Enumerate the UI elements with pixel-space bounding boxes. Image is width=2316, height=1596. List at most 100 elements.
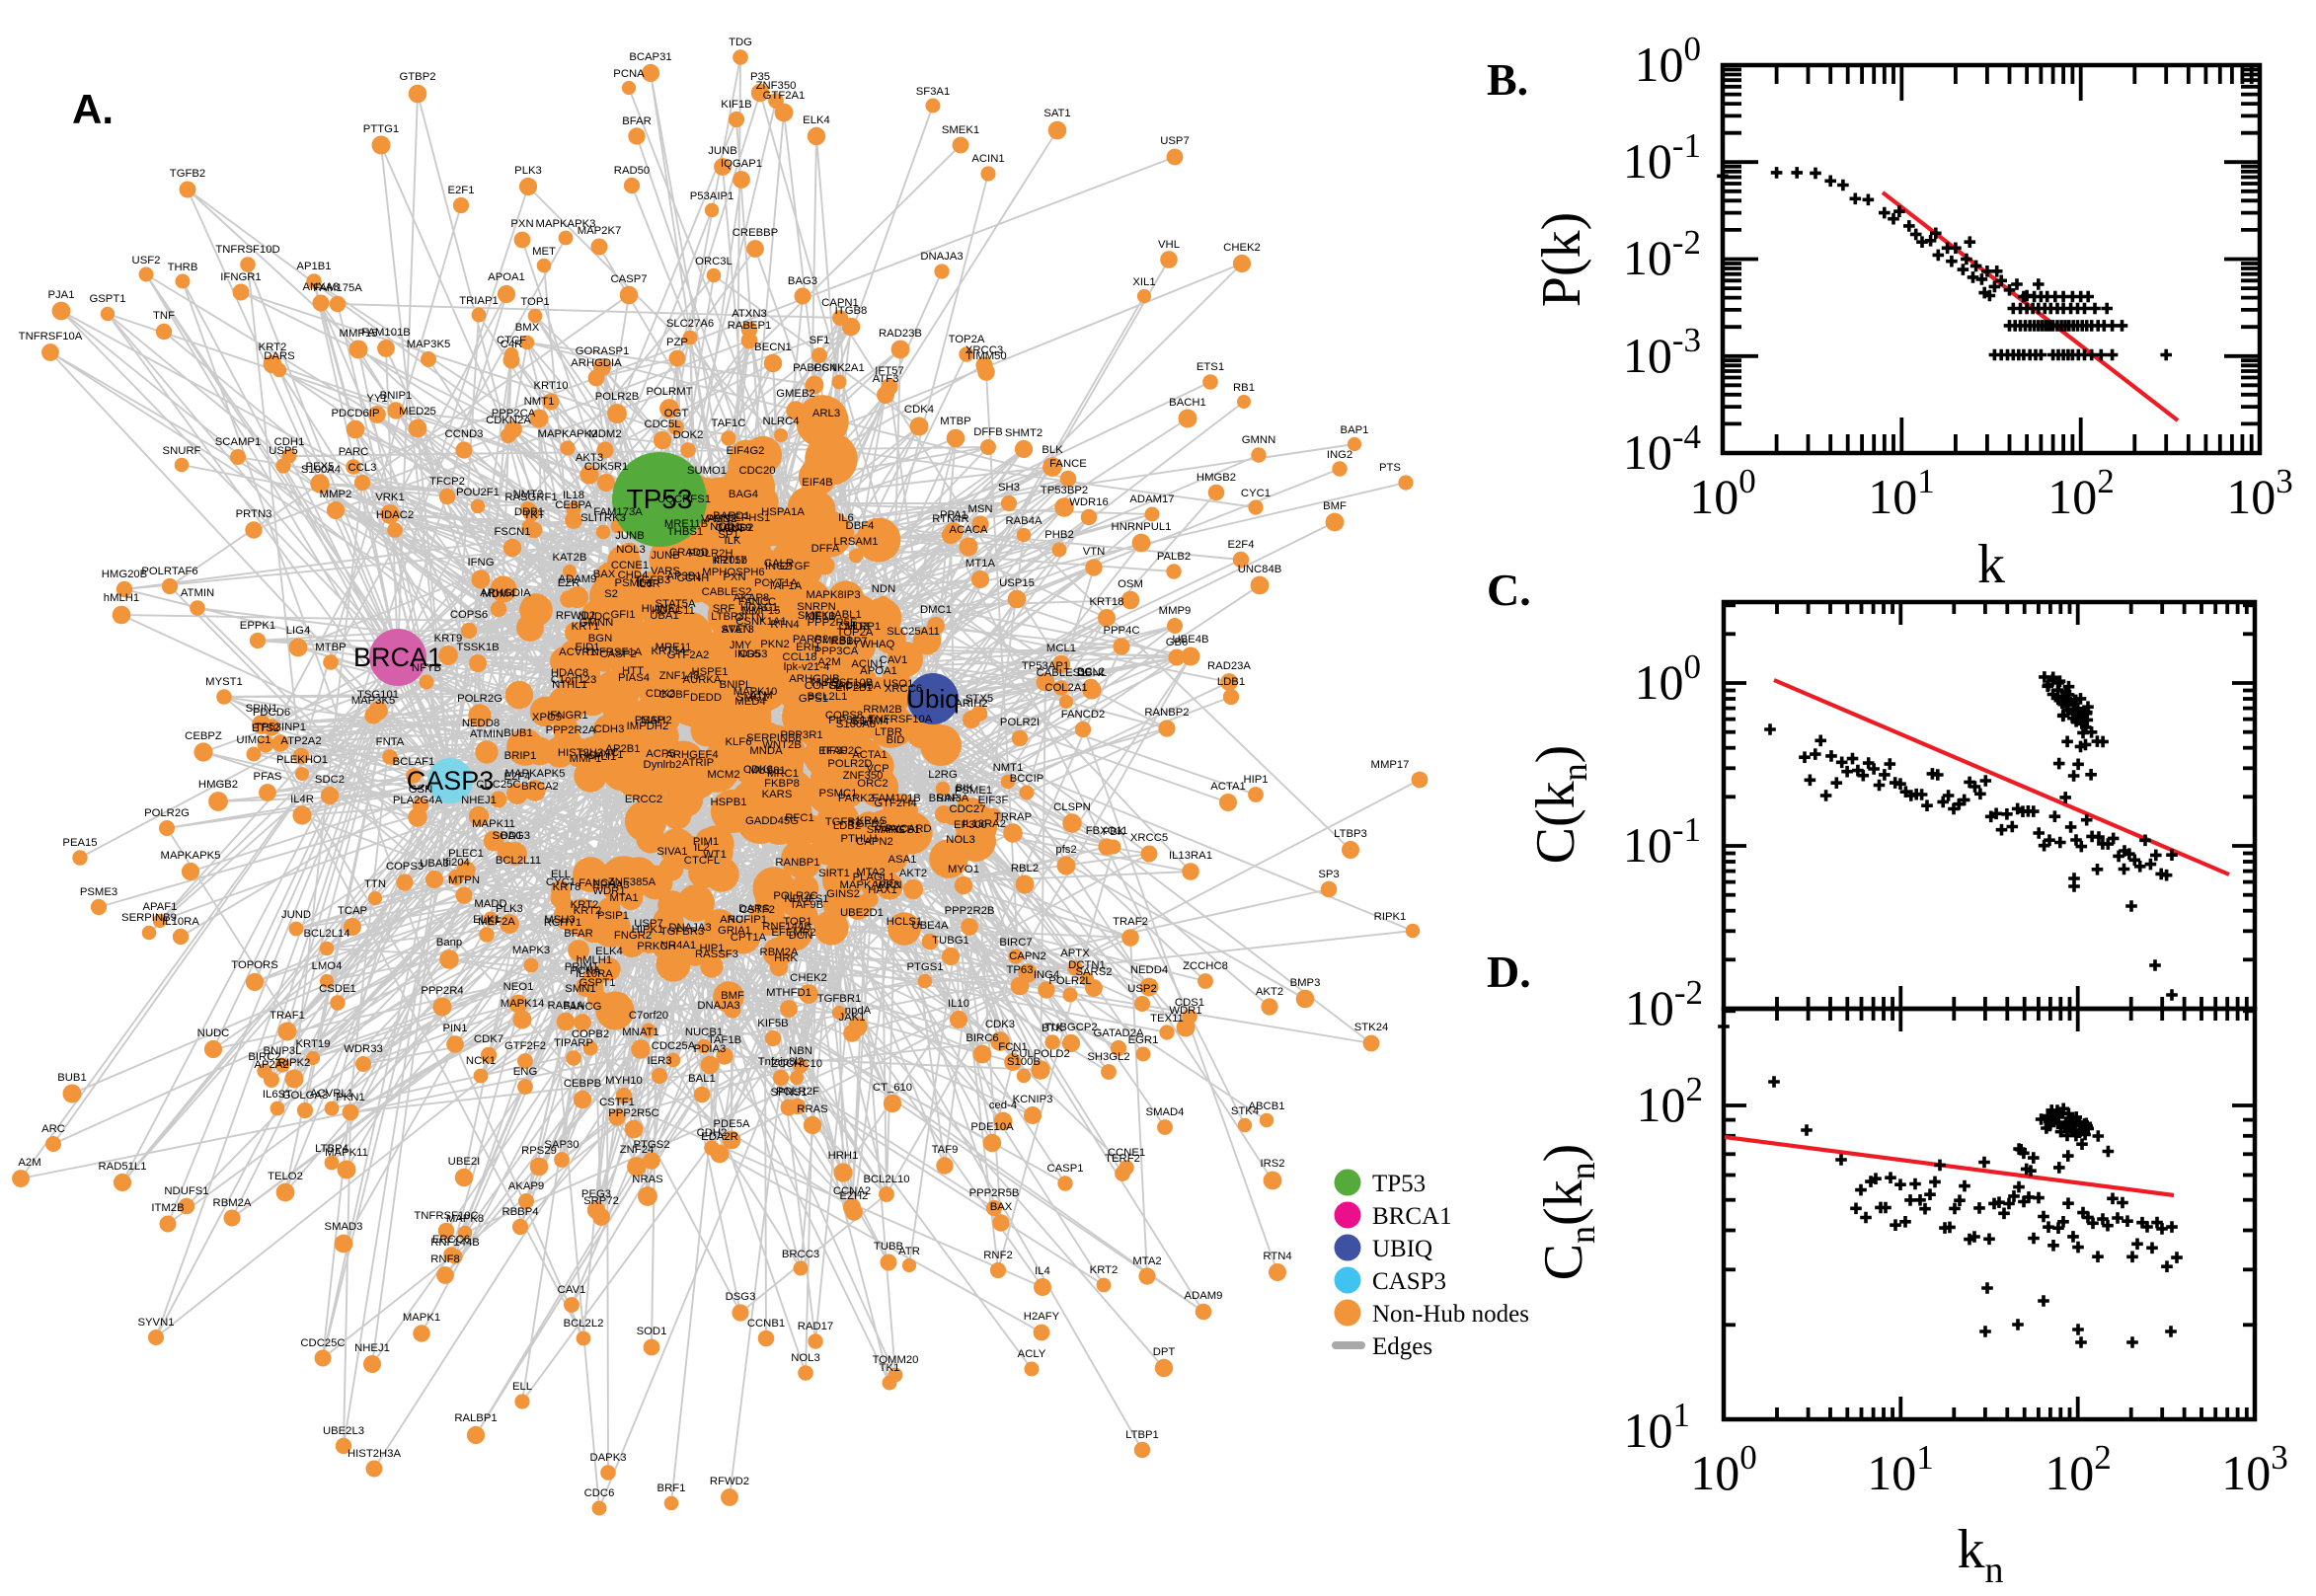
svg-text:PCNA: PCNA — [613, 68, 645, 80]
svg-text:PDIA3: PDIA3 — [694, 1043, 727, 1055]
svg-text:101: 101 — [1867, 1438, 1934, 1500]
svg-text:SYVN1: SYVN1 — [137, 1317, 174, 1329]
svg-text:SMARCB1: SMARCB1 — [867, 824, 921, 836]
svg-text:ZCCHC8: ZCCHC8 — [1183, 960, 1228, 972]
svg-text:EDA2R: EDA2R — [701, 1131, 738, 1143]
svg-text:CTGF: CTGF — [780, 561, 811, 572]
svg-text:IL4: IL4 — [1035, 1265, 1050, 1277]
svg-text:CULPOLD2: CULPOLD2 — [1011, 1048, 1070, 1060]
svg-text:SCAMP1: SCAMP1 — [215, 436, 261, 448]
svg-text:AP3B1: AP3B1 — [666, 570, 701, 582]
svg-text:RRAS: RRAS — [797, 1103, 828, 1115]
svg-text:PHB2: PHB2 — [1044, 529, 1074, 541]
svg-text:ARL3: ARL3 — [812, 408, 840, 419]
svg-text:WDR16: WDR16 — [1069, 496, 1109, 508]
svg-text:PLEC1: PLEC1 — [448, 848, 484, 860]
svg-text:PTGS2: PTGS2 — [633, 1139, 669, 1151]
svg-text:MAP3K5: MAP3K5 — [407, 339, 451, 350]
svg-text:DARS: DARS — [738, 903, 770, 915]
svg-text:POLR2G: POLR2G — [144, 807, 190, 819]
svg-text:SEPHS1: SEPHS1 — [727, 512, 771, 524]
svg-text:CHEK2: CHEK2 — [1223, 242, 1261, 254]
svg-text:CDK7: CDK7 — [474, 1033, 503, 1045]
svg-text:hMLH1: hMLH1 — [577, 954, 612, 966]
svg-text:npdA: npdA — [845, 1005, 872, 1017]
svg-text:APOA1: APOA1 — [860, 665, 897, 677]
svg-text:SIVA1: SIVA1 — [656, 846, 687, 858]
svg-text:SERPINB8: SERPINB8 — [746, 732, 802, 744]
svg-text:SUMO1: SUMO1 — [687, 465, 727, 477]
svg-text:ELL: ELL — [512, 1381, 532, 1393]
svg-text:WDR33: WDR33 — [344, 1043, 383, 1055]
svg-text:BACH1: BACH1 — [1169, 397, 1206, 409]
svg-text:GADD45A: GADD45A — [829, 680, 882, 692]
svg-text:COBF: COBF — [658, 689, 689, 701]
svg-text:POLR2B: POLR2B — [595, 391, 640, 403]
svg-text:RIPK2: RIPK2 — [278, 1057, 311, 1069]
svg-text:DEDD: DEDD — [690, 692, 722, 704]
svg-text:IL6R: IL6R — [637, 578, 660, 590]
svg-text:SH3: SH3 — [998, 482, 1020, 494]
svg-text:FAM101B: FAM101B — [361, 327, 411, 339]
svg-text:NTHL1: NTHL1 — [552, 679, 587, 691]
svg-text:CDK2: CDK2 — [646, 688, 675, 700]
svg-text:UBE4A: UBE4A — [911, 920, 949, 932]
svg-text:CSDE1: CSDE1 — [319, 983, 356, 995]
svg-text:CASP3: CASP3 — [1372, 1268, 1446, 1295]
svg-text:KRT9: KRT9 — [434, 633, 463, 645]
svg-text:NOL3: NOL3 — [616, 544, 646, 556]
svg-text:MAPK11: MAPK11 — [472, 818, 515, 830]
svg-text:NDN: NDN — [872, 583, 895, 595]
svg-text:CAPN2: CAPN2 — [856, 836, 893, 848]
svg-text:PSMD1: PSMD1 — [615, 577, 654, 589]
svg-text:MTBP: MTBP — [315, 642, 346, 653]
svg-text:CCND2: CCND2 — [716, 522, 754, 534]
svg-text:POLR2L: POLR2L — [1048, 975, 1091, 987]
svg-text:FANCA: FANCA — [579, 877, 616, 889]
svg-text:CCNH: CCNH — [677, 572, 710, 584]
svg-text:MAPK8: MAPK8 — [446, 1213, 484, 1225]
svg-text:IFT57: IFT57 — [875, 365, 904, 377]
svg-text:Non-Hub nodes: Non-Hub nodes — [1372, 1301, 1529, 1328]
svg-text:HIST2H3A: HIST2H3A — [347, 1448, 401, 1460]
svg-text:MAPK10: MAPK10 — [733, 686, 778, 698]
svg-text:TNFRSF10B: TNFRSF10B — [810, 677, 874, 689]
svg-text:SP1: SP1 — [718, 529, 738, 541]
svg-text:102: 102 — [1637, 1070, 1704, 1132]
svg-text:PLK3: PLK3 — [496, 903, 523, 915]
svg-text:DAPK3: DAPK3 — [589, 1452, 626, 1464]
svg-text:RBM2A: RBM2A — [760, 947, 799, 958]
svg-text:C4R: C4R — [501, 339, 523, 350]
svg-text:EGR1: EGR1 — [1128, 1034, 1159, 1046]
svg-text:GSPT1: GSPT1 — [89, 293, 125, 305]
svg-text:BUB1: BUB1 — [503, 727, 533, 739]
svg-text:RBBP4: RBBP4 — [502, 1206, 538, 1218]
svg-text:PARG: PARG — [874, 824, 904, 836]
svg-text:APTX: APTX — [1060, 948, 1090, 959]
svg-text:NOL3: NOL3 — [946, 834, 975, 846]
svg-text:PPP2R2A: PPP2R2A — [546, 724, 596, 736]
svg-text:TGFB2: TGFB2 — [170, 168, 205, 180]
svg-text:PIAS4: PIAS4 — [618, 672, 650, 684]
svg-text:HDAC2: HDAC2 — [376, 509, 414, 521]
svg-text:MNAT1: MNAT1 — [622, 1026, 658, 1038]
svg-text:AKT3: AKT3 — [576, 452, 603, 464]
svg-text:XIL1: XIL1 — [1132, 276, 1155, 288]
svg-text:BAG3: BAG3 — [788, 275, 817, 287]
svg-text:COPS8: COPS8 — [825, 710, 863, 722]
svg-text:KRT2: KRT2 — [574, 905, 602, 917]
svg-text:TRAF1: TRAF1 — [270, 1010, 305, 1022]
svg-text:NUDC: NUDC — [579, 611, 611, 623]
svg-text:TAF9: TAF9 — [932, 1144, 959, 1156]
svg-text:NLRC4: NLRC4 — [762, 416, 799, 427]
svg-text:ABCB1: ABCB1 — [1248, 1101, 1284, 1112]
svg-text:CTCFL: CTCFL — [684, 855, 720, 867]
svg-text:PXN: PXN — [510, 218, 533, 230]
svg-text:Ubiq: Ubiq — [906, 684, 959, 714]
svg-text:NHEJ1: NHEJ1 — [354, 1342, 390, 1354]
svg-text:RBL2: RBL2 — [1011, 863, 1039, 874]
svg-text:ELK4: ELK4 — [803, 114, 830, 126]
svg-text:GOLGA3: GOLGA3 — [282, 1090, 328, 1102]
svg-text:PLK3: PLK3 — [514, 165, 542, 177]
svg-text:KAT2B: KAT2B — [553, 552, 587, 564]
